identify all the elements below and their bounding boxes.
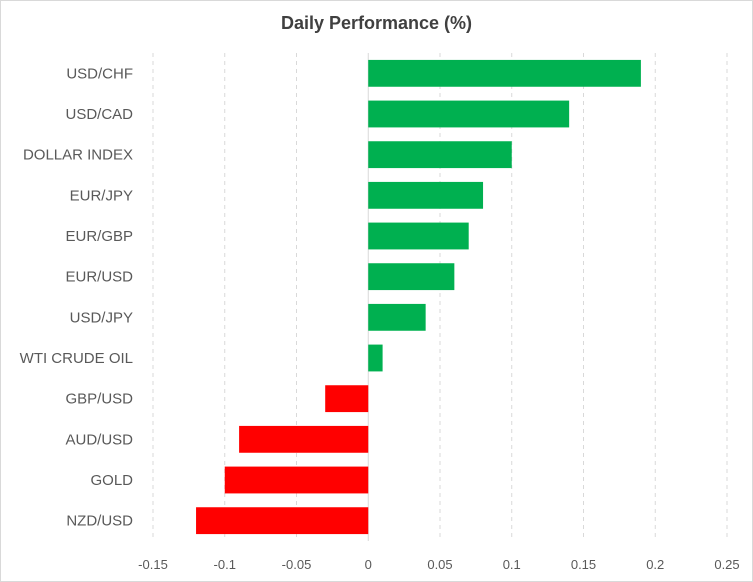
category-label: AUD/USD	[65, 431, 133, 448]
bar	[196, 507, 369, 535]
category-label: EUR/JPY	[70, 187, 133, 204]
bar	[325, 385, 369, 413]
bar	[368, 59, 641, 87]
category-label: EUR/USD	[65, 269, 133, 286]
x-tick-label: 0.15	[571, 557, 596, 572]
bar	[368, 344, 383, 372]
category-label: DOLLAR INDEX	[23, 147, 133, 164]
chart-title: Daily Performance (%)	[280, 13, 473, 33]
category-label: WTI CRUDE OIL	[20, 350, 133, 367]
bar	[368, 222, 469, 250]
x-tick-label: -0.15	[138, 557, 168, 572]
bar	[368, 141, 512, 169]
category-label: USD/CAD	[65, 106, 133, 123]
bar	[368, 263, 455, 291]
bar	[368, 303, 426, 331]
category-label: EUR/GBP	[65, 228, 133, 245]
category-label: GOLD	[90, 472, 133, 489]
category-label: NZD/USD	[66, 513, 133, 530]
bar	[224, 466, 369, 494]
category-label: GBP/USD	[65, 391, 133, 408]
bar	[368, 181, 484, 209]
category-label: USD/JPY	[70, 309, 133, 326]
bar	[239, 425, 369, 453]
x-tick-label: 0.05	[427, 557, 452, 572]
category-label: USD/CHF	[66, 65, 133, 82]
bar	[368, 100, 570, 128]
x-tick-label: 0.1	[503, 557, 521, 572]
x-tick-label: 0.2	[646, 557, 664, 572]
x-tick-label: 0	[365, 557, 372, 572]
x-tick-label: 0.25	[714, 557, 739, 572]
x-tick-label: -0.1	[214, 557, 236, 572]
x-tick-label: -0.05	[282, 557, 312, 572]
